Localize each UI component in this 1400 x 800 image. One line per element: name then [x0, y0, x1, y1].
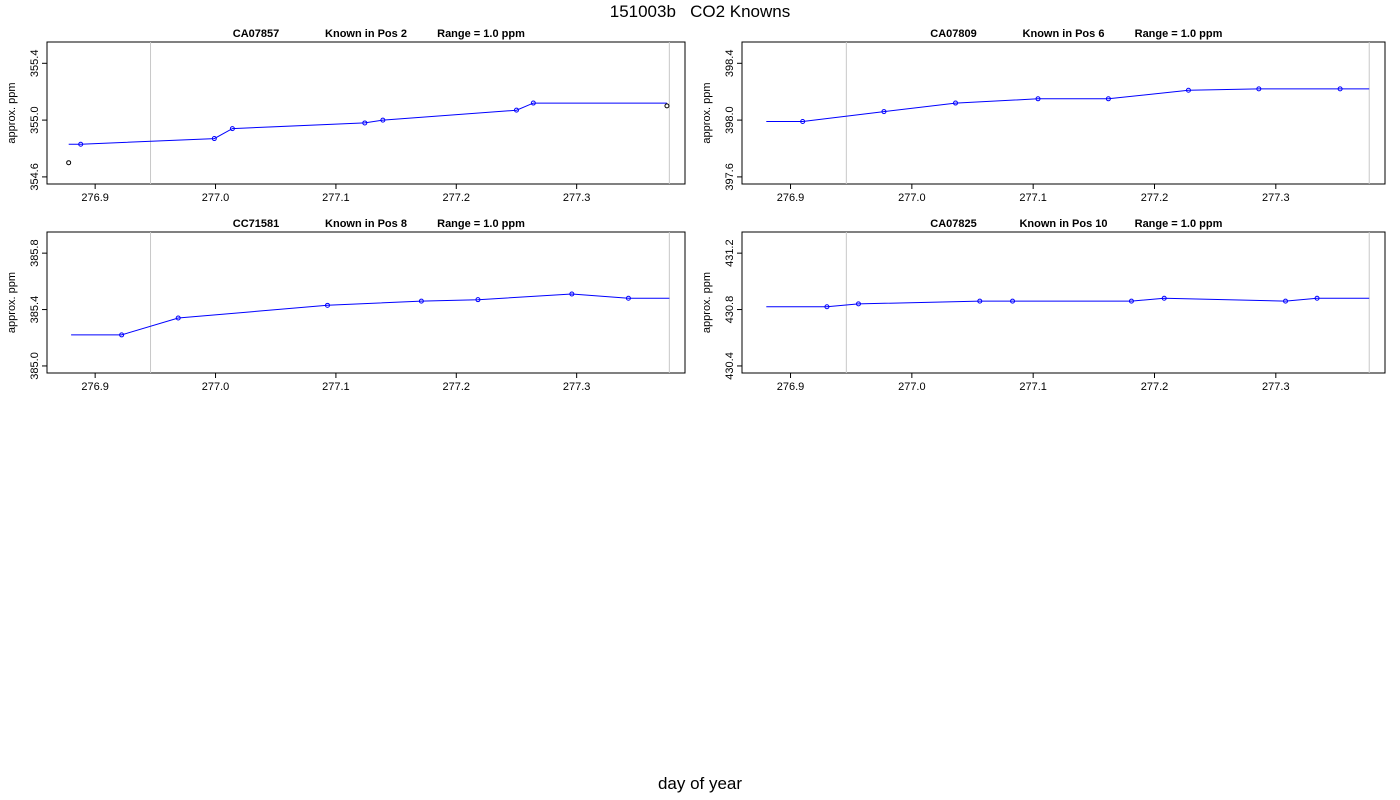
data-point	[362, 120, 368, 126]
panel-title-part: CC71581	[233, 218, 279, 230]
x-tick-label: 277.2	[443, 192, 471, 204]
plot-frame	[46, 41, 686, 185]
data-point	[475, 297, 481, 303]
panel-title-part: Range = 1.0 ppm	[437, 218, 525, 230]
plot-frame	[46, 231, 686, 374]
series-line	[71, 293, 670, 336]
page-title: 151003b CO2 Knowns	[609, 2, 791, 21]
data-point	[953, 100, 959, 106]
data-point	[513, 107, 519, 113]
x-tick-label: 277.0	[898, 192, 926, 204]
plot-panel-3: CC71581 Known in Pos 8 Range = 1.0 ppm 276.…	[6, 218, 686, 393]
x-tick-label: 277.2	[1141, 381, 1169, 393]
x-tick-label: 277.0	[202, 381, 230, 393]
data-point	[855, 301, 861, 307]
data-point	[1337, 86, 1343, 92]
panel-title-part: CA07857	[233, 28, 279, 40]
panel-title-part: Range = 1.0 ppm	[1135, 28, 1223, 40]
x-tick-label: 277.0	[898, 381, 926, 393]
y-tick-label: 355.0	[29, 106, 41, 134]
y-tick-label: 397.6	[724, 163, 736, 191]
data-point	[78, 141, 84, 147]
y-axis-label: approx. ppm	[701, 82, 713, 143]
x-tick-label: 276.9	[81, 381, 109, 393]
x-tick-label: 277.1	[322, 192, 350, 204]
panel-title-part: Known in Pos 2	[325, 28, 407, 40]
x-axis-label: day of year	[657, 774, 743, 793]
data-point	[1010, 298, 1016, 304]
y-tick-label: 398.4	[724, 50, 736, 78]
x-tick-label: 277.3	[1262, 192, 1290, 204]
x-tick-label: 277.1	[322, 381, 350, 393]
y-tick-label: 354.6	[29, 163, 41, 191]
data-point	[380, 117, 386, 123]
data-point	[664, 103, 670, 109]
plot-panel-4: CA07825 Known in Pos 10 Range = 1.0 ppm 276…	[701, 218, 1386, 393]
y-tick-label: 430.4	[724, 352, 736, 380]
x-tick-label: 276.9	[777, 192, 805, 204]
data-point	[1035, 96, 1041, 102]
data-point	[530, 100, 536, 106]
data-point	[1256, 86, 1262, 92]
y-tick-label: 430.8	[724, 296, 736, 324]
panel-title-part: Range = 1.0 ppm	[1135, 218, 1223, 230]
data-point	[1314, 295, 1320, 301]
data-point	[824, 304, 830, 310]
data-point	[625, 295, 631, 301]
y-tick-label: 385.4	[29, 296, 41, 324]
y-axis-label: approx. ppm	[6, 272, 18, 333]
data-point	[1283, 298, 1289, 304]
panel-title-part: Range = 1.0 ppm	[437, 28, 525, 40]
data-point	[119, 332, 125, 338]
plot-frame	[741, 231, 1386, 374]
y-tick-label: 385.0	[29, 352, 41, 380]
data-point	[1161, 295, 1167, 301]
series-line	[68, 102, 667, 145]
x-tick-label: 276.9	[777, 381, 805, 393]
data-point	[1185, 87, 1191, 93]
data-point	[175, 315, 181, 321]
x-tick-label: 277.1	[1019, 192, 1047, 204]
plot-frame	[741, 41, 1386, 185]
x-tick-label: 276.9	[81, 192, 109, 204]
data-point	[211, 136, 217, 142]
data-point	[229, 126, 235, 132]
panel-title-part: Known in Pos 6	[1023, 28, 1105, 40]
x-tick-label: 277.1	[1019, 381, 1047, 393]
data-point	[1105, 96, 1111, 102]
y-tick-label: 355.4	[29, 50, 41, 78]
panel-title-part: Known in Pos 8	[325, 218, 407, 230]
data-point	[977, 298, 983, 304]
data-point	[66, 160, 72, 166]
x-tick-label: 277.3	[563, 381, 591, 393]
plot-panel-2: CA07809 Known in Pos 6 Range = 1.0 ppm 276.…	[701, 28, 1386, 204]
panel-title-part: CA07809	[930, 28, 976, 40]
data-point	[1128, 298, 1134, 304]
y-tick-label: 385.8	[29, 239, 41, 267]
plot-panel-1: CA07857 Known in Pos 2 Range = 1.0 ppm 276.…	[6, 28, 686, 204]
data-point	[800, 119, 806, 125]
y-tick-label: 398.0	[724, 106, 736, 134]
data-point	[418, 298, 424, 304]
data-point	[324, 302, 330, 308]
x-tick-label: 277.2	[1141, 192, 1169, 204]
panel-title-part: CA07825	[930, 218, 976, 230]
data-point	[881, 109, 887, 115]
data-point	[569, 291, 575, 297]
x-tick-label: 277.2	[443, 381, 471, 393]
y-axis-label: approx. ppm	[6, 82, 18, 143]
series-line	[766, 297, 1370, 308]
x-tick-label: 277.0	[202, 192, 230, 204]
y-tick-label: 431.2	[724, 239, 736, 267]
x-tick-label: 277.3	[1262, 381, 1290, 393]
series-line	[766, 88, 1370, 122]
x-tick-label: 277.3	[563, 192, 591, 204]
panel-title-part: Known in Pos 10	[1019, 218, 1107, 230]
y-axis-label: approx. ppm	[701, 272, 713, 333]
